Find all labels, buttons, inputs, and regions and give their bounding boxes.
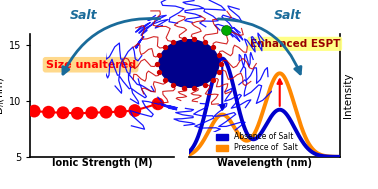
- Point: [46, 111, 52, 114]
- Point: [162, 46, 168, 49]
- X-axis label: Wavelength (nm): Wavelength (nm): [217, 158, 312, 168]
- Point: [60, 111, 66, 114]
- Y-axis label: Intensity: Intensity: [343, 73, 353, 118]
- Point: [170, 40, 176, 43]
- Point: [202, 84, 208, 87]
- Point: [118, 110, 124, 113]
- Point: [218, 62, 224, 65]
- Point: [162, 78, 168, 81]
- Point: [156, 53, 162, 57]
- Point: [74, 112, 81, 115]
- X-axis label: Ionic Strength (M): Ionic Strength (M): [52, 158, 152, 168]
- Text: Salt: Salt: [69, 9, 97, 22]
- Point: [89, 111, 95, 114]
- Y-axis label: D$_h$(nm): D$_h$(nm): [0, 76, 8, 115]
- Point: [210, 46, 216, 49]
- Point: [154, 62, 160, 65]
- Point: [210, 78, 216, 81]
- Point: [202, 40, 208, 43]
- Point: [223, 29, 229, 32]
- Circle shape: [159, 40, 219, 87]
- Point: [216, 53, 222, 57]
- Text: Enhanced ESPT: Enhanced ESPT: [249, 39, 340, 49]
- Point: [103, 111, 109, 114]
- Text: Size unaltered: Size unaltered: [45, 60, 136, 70]
- Point: [192, 87, 198, 90]
- Point: [170, 84, 176, 87]
- Point: [180, 87, 186, 90]
- Point: [31, 110, 37, 113]
- Point: [192, 37, 198, 40]
- Point: [132, 109, 138, 112]
- Legend: Absence of Salt, Presence of  Salt: Absence of Salt, Presence of Salt: [215, 132, 299, 153]
- Point: [180, 37, 186, 40]
- Text: Salt: Salt: [273, 9, 301, 22]
- Point: [216, 70, 222, 74]
- Point: [156, 70, 162, 74]
- Point: [155, 102, 161, 105]
